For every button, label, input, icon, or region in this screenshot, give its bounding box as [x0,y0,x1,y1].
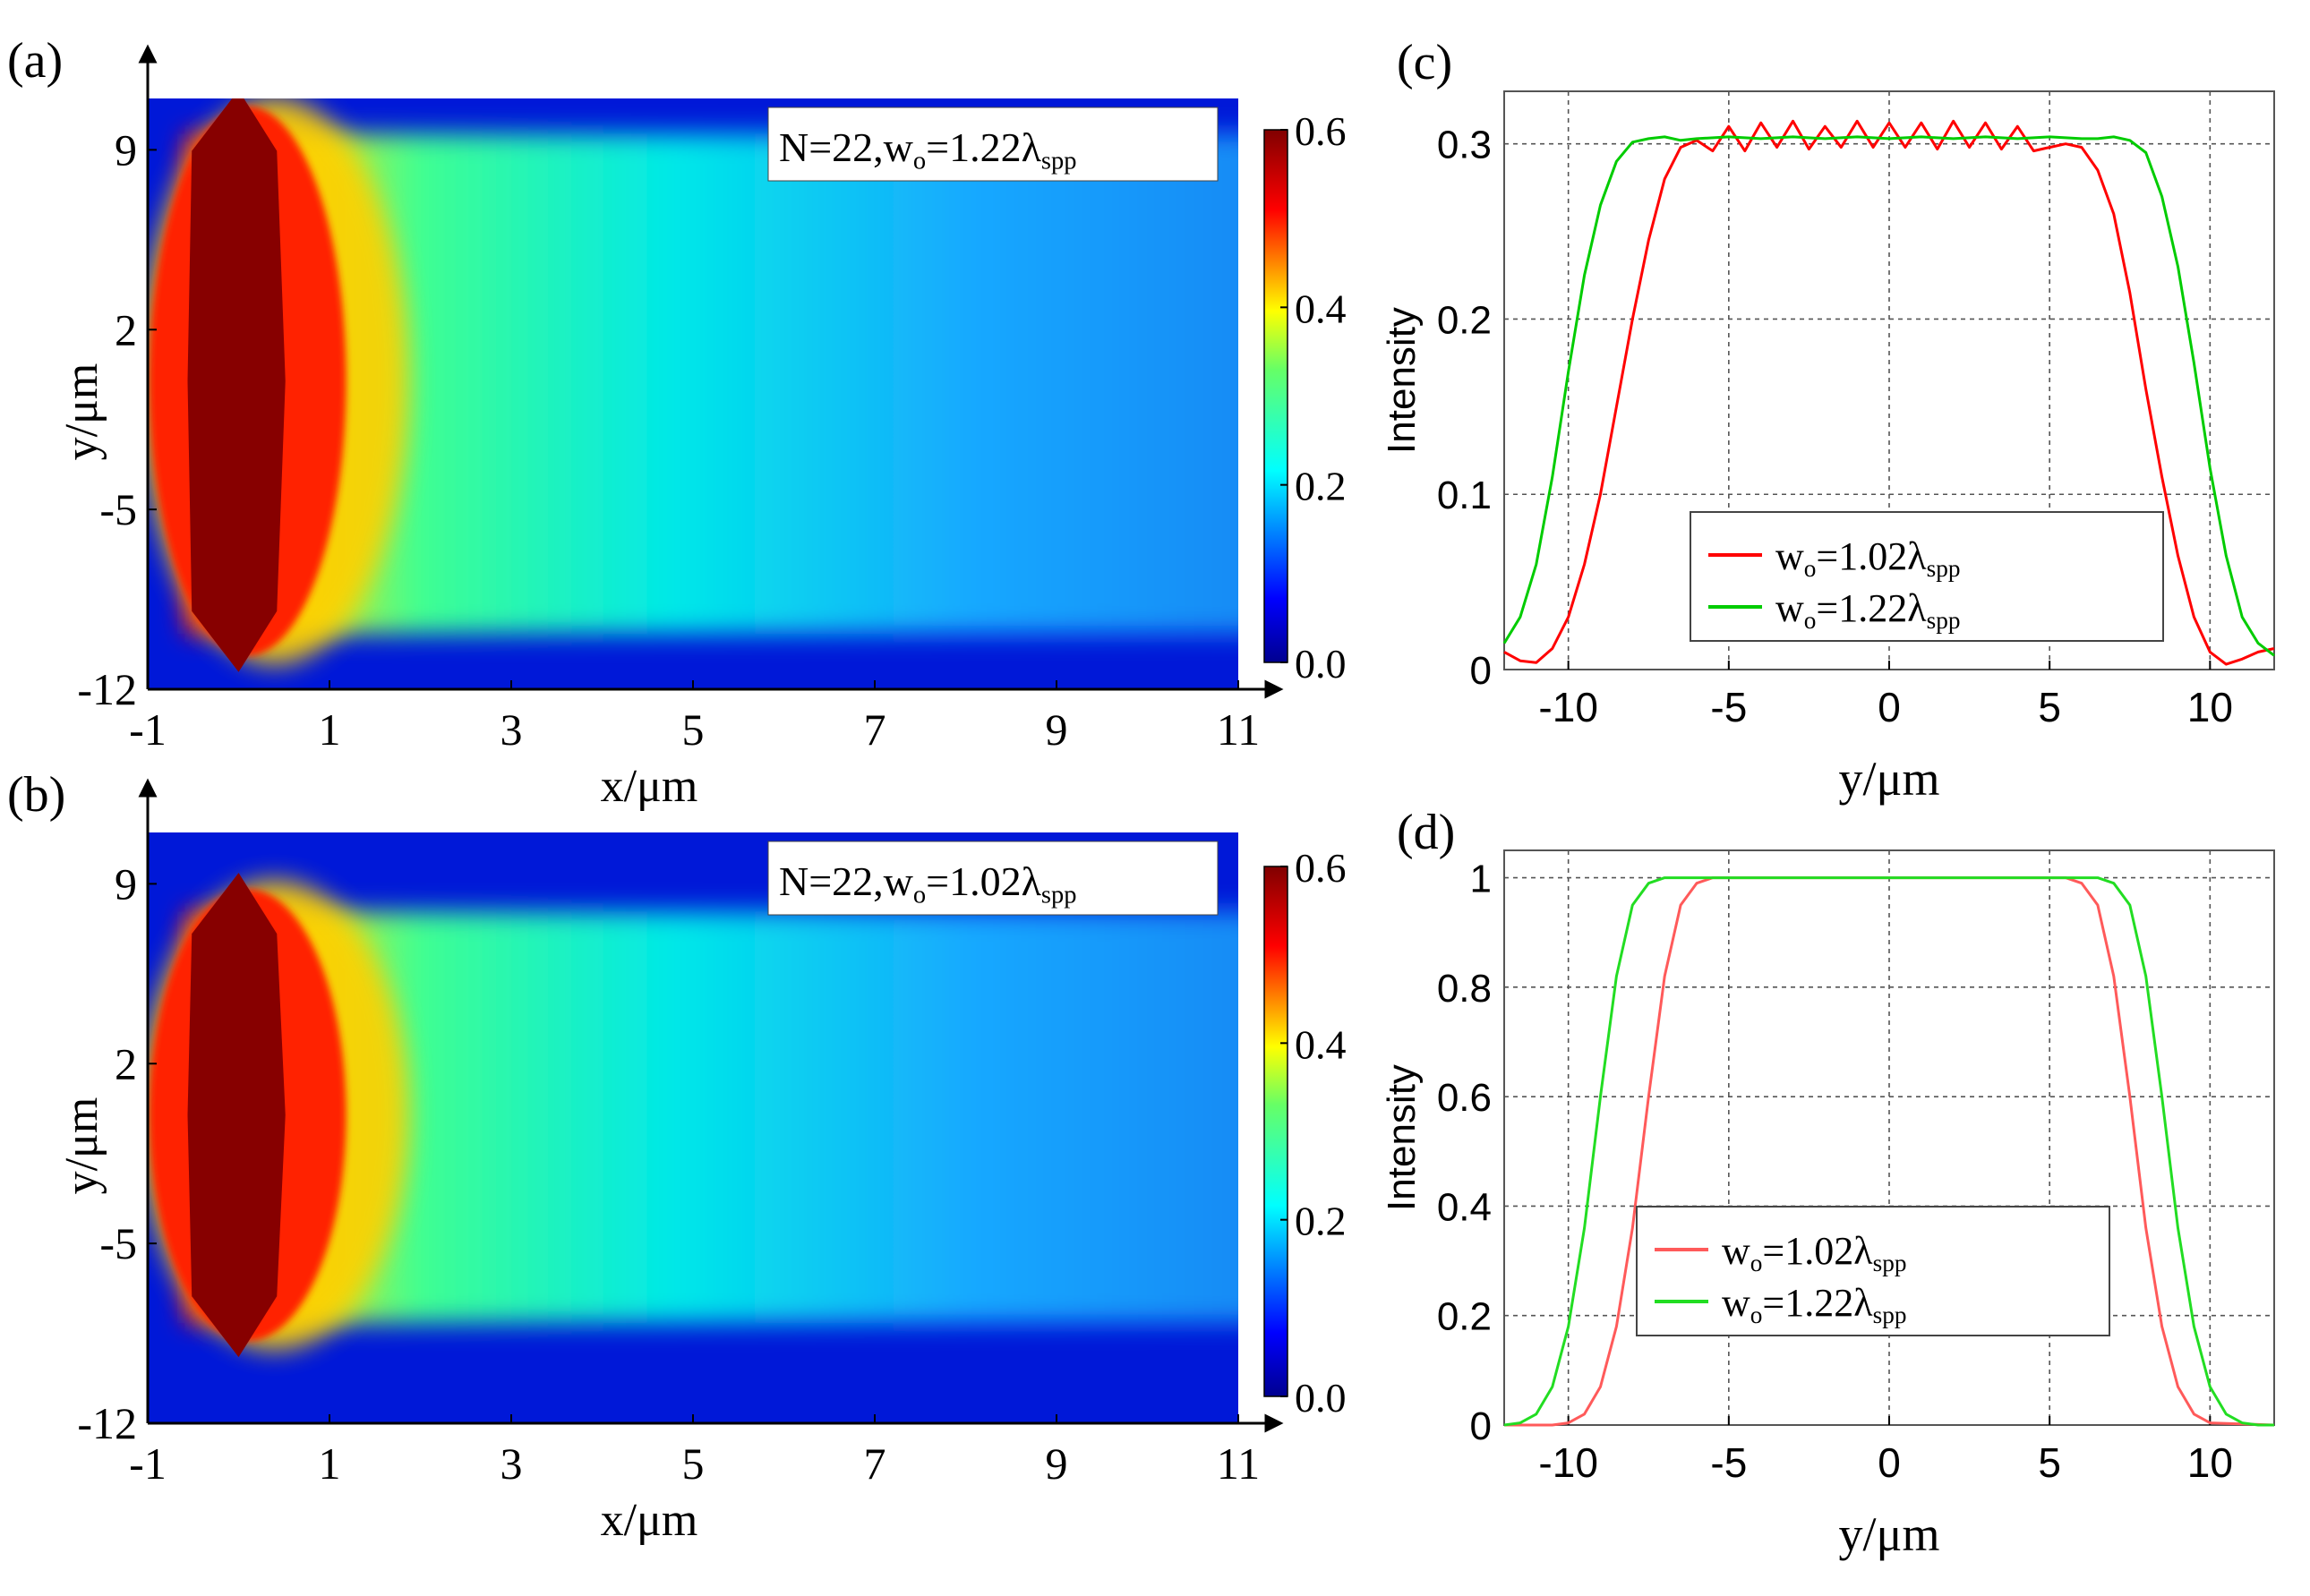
series-line-2 [1502,135,2275,657]
y-tick-label: -12 [77,1398,137,1448]
x-tick-label: -10 [1538,1439,1597,1486]
y-tick-label: 0.4 [1437,1185,1492,1229]
annotation-label: N=22,wo=1.22λspp [779,124,1077,175]
colorbar-tick-label: 0.0 [1295,1375,1347,1421]
legend-label: wo=1.02λspp [1722,1229,1906,1276]
colorbar-tick-label: 0.2 [1295,464,1347,509]
x-tick-label: 3 [500,1438,523,1489]
annotation-label: N=22,wo=1.02λspp [779,858,1077,909]
panel-label: (c) [1397,35,1452,90]
y-tick-label: 9 [115,858,137,909]
y-tick-label: 0.1 [1437,474,1492,517]
annotation-bg [767,841,1219,916]
x-tick-label: 3 [500,704,523,755]
series-line-1 [1503,119,2275,666]
y-tick-label: 2 [115,1038,137,1088]
y-tick-label: 0.6 [1437,1076,1492,1120]
x-tick-label: -5 [1710,684,1747,730]
x-tick-label: 11 [1217,704,1260,755]
y-tick-label: -5 [99,1218,137,1268]
heatmap-panel-a: N=22,wo=1.22λspp -1 1 3 5 7 9 11 9 2 -5 -12 x/μm y/μm… [7,33,1347,812]
x-tick-label: 7 [864,704,886,755]
y-tick-label: 0 [1470,649,1492,693]
legend-label: wo=1.02λspp [1775,534,1960,582]
x-tick-label: 9 [1046,1438,1068,1489]
colorbar: 0.6 0.4 0.2 0.0 [1263,845,1347,1421]
x-tick-label: 1 [319,1438,341,1489]
legend-box [1690,511,2164,642]
y-tick-label: 0 [1470,1404,1492,1448]
panel-label: (d) [1397,805,1455,860]
legend-label: wo=1.22λspp [1775,586,1960,634]
y-tick-label: 0.8 [1437,967,1492,1011]
annotation-box: N=22,wo=1.22λspp [767,107,1219,182]
x-tick-label: 9 [1046,704,1068,755]
y-axis-label: Intensity [1380,307,1424,454]
x-tick-label: 5 [682,704,705,755]
x-axis-label: y/μm [1839,1507,1940,1561]
colorbar-tick-label: 0.6 [1295,845,1347,891]
heatmap-panel-b: N=22,wo=1.02λspp -1 1 3 5 7 9 11 9 2 -5 -12 x/μm y/μm… [7,767,1347,1546]
legend-box [1636,1206,2110,1336]
colorbar-tick-label: 0.6 [1295,108,1347,154]
x-axis-label: y/μm [1839,752,1940,806]
y-tick-label: -12 [77,664,137,714]
line-panel-d: -10 -5 0 5 10 0 0.2 0.4 0.6 0.8 1 wo=1.02λspp wo=1.2… [1380,805,2275,1561]
y-axis-label: Intensity [1380,1064,1424,1211]
y-tick-label: 9 [115,124,137,175]
x-tick-label: 10 [2187,684,2233,730]
y-tick-label: 1 [1470,858,1492,901]
panel-label: (b) [7,767,65,823]
y-tick-label: 2 [115,304,137,354]
heatmap-body [148,98,1238,689]
y-axis-label: y/μm [56,1097,107,1195]
x-tick-label: 5 [682,1438,705,1489]
x-tick-label: 10 [2187,1439,2233,1486]
x-axis-label: x/μm [601,761,698,812]
colorbar: 0.6 0.4 0.2 0.0 [1263,108,1347,687]
y-tick-label: 0.2 [1437,1295,1492,1339]
x-tick-label: 0 [1878,684,1901,730]
annotation-bg [767,107,1219,182]
source-column [187,873,286,1358]
colorbar-tick-label: 0.4 [1295,286,1347,331]
y-axis-label: y/μm [56,363,107,461]
source-column [187,98,286,672]
panel-label: (a) [7,33,63,89]
x-tick-label: 11 [1217,1438,1260,1489]
y-tick-label: 0.3 [1437,124,1492,167]
line-panel-c: -10 -5 0 5 10 0 0.1 0.2 0.3 wo=1.02λsppwo=1.22λsp… [1380,35,2275,806]
x-tick-label: 0 [1878,1439,1901,1486]
colorbar-gradient [1263,129,1288,663]
colorbar-tick-label: 0.0 [1295,641,1347,687]
x-tick-label: -1 [129,1438,167,1489]
colorbar-gradient [1263,866,1288,1397]
y-tick-label: 0.2 [1437,298,1492,342]
legend-label: wo=1.22λspp [1722,1281,1906,1328]
x-tick-label: 7 [864,1438,886,1489]
x-tick-label: 5 [2038,684,2061,730]
colorbar-tick-label: 0.4 [1295,1021,1347,1067]
x-tick-label: -5 [1710,1439,1747,1486]
x-axis-label: x/μm [601,1495,698,1546]
series-line-2 [1503,876,2274,1427]
x-tick-label: 5 [2038,1439,2061,1486]
annotation-box: N=22,wo=1.02λspp [767,841,1219,916]
legend: wo=1.02λspp wo=1.22λspp [1636,1206,2110,1336]
colorbar-tick-label: 0.2 [1295,1199,1347,1244]
x-tick-label: -10 [1538,684,1597,730]
x-tick-label: 1 [319,704,341,755]
x-tick-label: -1 [129,704,167,755]
y-tick-label: -5 [99,484,137,534]
heatmap-body [148,832,1238,1423]
